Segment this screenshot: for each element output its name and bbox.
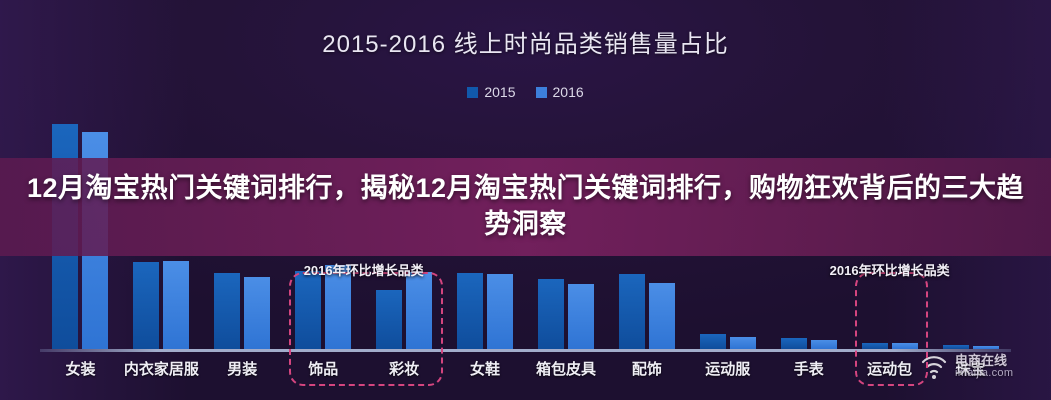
bar-2016[interactable]	[729, 337, 756, 349]
growth-annotation-label: 2016年环比增长品类	[829, 263, 950, 278]
chart-title: 2015-2016 线上时尚品类销售量占比	[322, 31, 729, 58]
bar-2016[interactable]	[972, 345, 999, 349]
bar-group	[687, 110, 768, 349]
bar-2016[interactable]	[325, 264, 352, 349]
bar-2015[interactable]	[780, 337, 807, 349]
bar-2015[interactable]	[699, 333, 726, 349]
bar-group	[930, 110, 1011, 349]
bar-group	[283, 110, 364, 349]
plot-area	[40, 110, 1011, 352]
x-axis-label: 配饰	[631, 361, 662, 378]
legend-label-2015: 2015	[484, 84, 516, 100]
bar-2016[interactable]	[244, 277, 271, 349]
bar-2015[interactable]	[133, 262, 160, 349]
bar-2016[interactable]	[567, 284, 594, 349]
x-axis-baseline	[40, 349, 1011, 352]
x-axis-label: 珠宝	[955, 361, 986, 378]
bar-group	[849, 110, 930, 349]
legend-label-2016: 2016	[552, 84, 584, 100]
growth-annotation-label: 2016年环比增长品类	[303, 263, 424, 278]
x-axis-label: 运动服	[705, 361, 751, 378]
headline-overlay-band: 12月淘宝热门关键词排行，揭秘12月淘宝热门关键词排行，购物狂欢背后的三大趋势洞…	[0, 158, 1051, 256]
bar-2015[interactable]	[942, 345, 969, 349]
legend-item-2016[interactable]: 2016	[535, 84, 584, 100]
bar-group	[606, 110, 687, 349]
bar-2016[interactable]	[406, 271, 433, 349]
bar-group	[445, 110, 526, 349]
bar-2016[interactable]	[891, 342, 918, 349]
x-axis-label: 运动包	[867, 361, 913, 378]
headline-text: 12月淘宝热门关键词排行，揭秘12月淘宝热门关键词排行，购物狂欢背后的三大趋势洞…	[26, 173, 1025, 239]
bar-2016[interactable]	[648, 282, 675, 349]
bar-group	[202, 110, 283, 349]
bar-2015[interactable]	[618, 274, 645, 349]
x-axis-label: 内衣家居服	[123, 361, 199, 378]
bar-group	[768, 110, 849, 349]
bar-group	[526, 110, 607, 349]
chart-legend: 2015 2016	[0, 84, 1051, 100]
bar-2015[interactable]	[295, 270, 322, 349]
bar-2016[interactable]	[163, 261, 190, 349]
x-axis-labels: 女装 内衣家居服 男装 饰品 彩妆 女鞋 箱包皮具 配饰 运动服 手表 运动包 珠宝	[40, 358, 1011, 388]
legend-swatch-2015	[467, 86, 479, 98]
x-axis-label: 男装	[227, 361, 258, 378]
x-axis-label: 彩妆	[389, 361, 420, 378]
bar-2015[interactable]	[457, 272, 484, 349]
x-axis-label: 饰品	[308, 361, 339, 378]
x-axis-label: 手表	[793, 361, 824, 378]
bar-2015[interactable]	[537, 278, 564, 349]
bar-group	[121, 110, 202, 349]
bar-2015[interactable]	[214, 272, 241, 349]
bar-2016[interactable]	[810, 340, 837, 349]
bar-2015[interactable]	[376, 290, 403, 349]
bar-2015[interactable]	[861, 343, 888, 349]
bar-group	[364, 110, 445, 349]
x-axis-label: 箱包皮具	[535, 361, 596, 378]
x-axis-label: 女鞋	[470, 361, 501, 378]
bar-2016[interactable]	[487, 274, 514, 349]
legend-swatch-2016	[535, 86, 547, 98]
legend-item-2015[interactable]: 2015	[467, 84, 516, 100]
x-axis-label: 女装	[65, 361, 96, 378]
